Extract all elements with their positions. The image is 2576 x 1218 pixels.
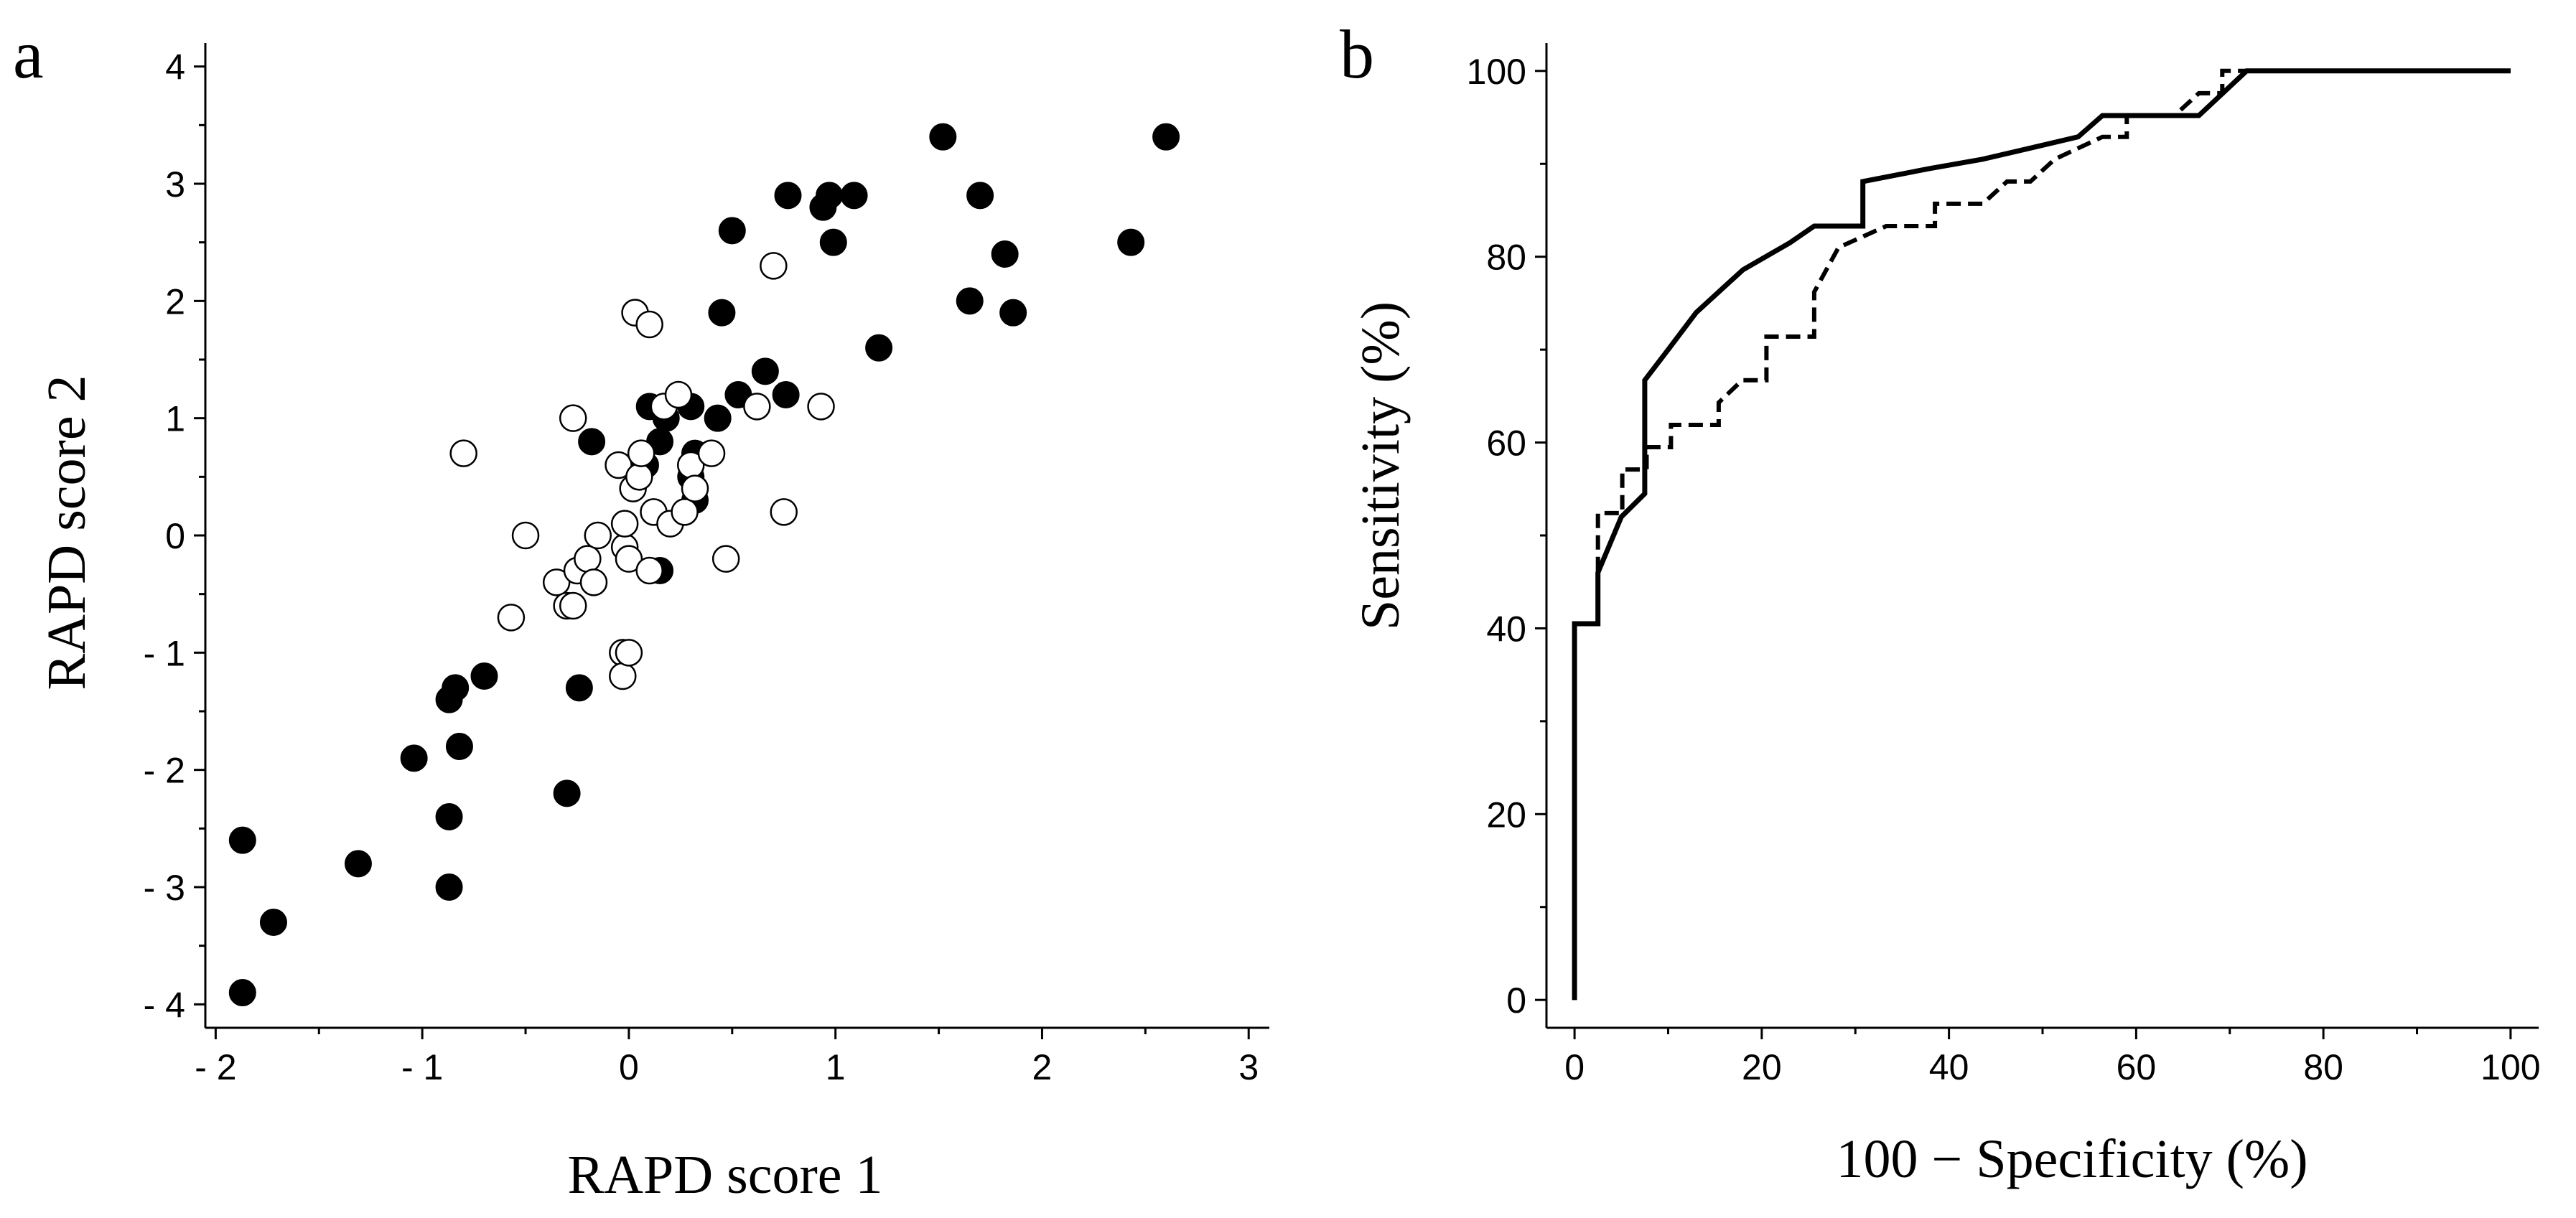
y-tick-label: 3 <box>165 164 185 205</box>
open-point <box>627 439 655 467</box>
x-tick-label: 1 <box>826 1047 846 1087</box>
x-tick-label: 80 <box>2303 1047 2343 1087</box>
open-point <box>605 451 633 479</box>
x-tick-label: - 1 <box>401 1047 443 1087</box>
filled-point <box>442 674 470 702</box>
open-point <box>697 439 726 467</box>
filled-point <box>751 357 779 385</box>
filled-point <box>578 428 606 456</box>
open-point <box>635 556 663 585</box>
filled-point <box>966 182 994 210</box>
filled-point <box>344 850 372 878</box>
x-tick-label: 0 <box>619 1047 639 1087</box>
y-tick-label: 20 <box>1486 795 1526 835</box>
x-tick-label: 100 <box>2481 1047 2540 1087</box>
open-point <box>760 252 788 280</box>
filled-point <box>774 182 802 210</box>
filled-point <box>816 182 844 210</box>
y-tick-label: 0 <box>165 516 185 556</box>
filled-point <box>929 123 957 151</box>
open-point <box>579 568 608 596</box>
filled-point <box>1117 228 1145 256</box>
filled-point <box>400 744 428 772</box>
open-point <box>625 463 653 491</box>
x-tick-label: 2 <box>1032 1047 1053 1087</box>
filled-point <box>470 662 498 690</box>
open-point <box>615 639 643 667</box>
open-point <box>743 393 771 421</box>
filled-point <box>840 182 868 210</box>
y-tick-label: - 2 <box>144 751 185 791</box>
solid-roc-line <box>1572 68 2511 1001</box>
filled-point <box>445 733 473 760</box>
y-tick-label: - 4 <box>144 985 185 1025</box>
filled-point <box>704 404 732 432</box>
y-tick-label: 2 <box>165 281 185 322</box>
y-tick-label: - 3 <box>144 868 185 908</box>
open-point <box>664 380 693 409</box>
filled-point <box>565 674 593 702</box>
open-point <box>559 404 587 432</box>
panel-letter: b <box>1340 16 1374 93</box>
x-tick-label: 0 <box>1564 1047 1585 1087</box>
x-tick-label: 20 <box>1742 1047 1782 1087</box>
filled-point <box>1152 123 1180 151</box>
filled-point <box>865 334 893 362</box>
open-point <box>671 498 699 526</box>
y-tick-label: 1 <box>165 399 185 439</box>
open-point <box>610 510 639 538</box>
open-point <box>609 662 637 690</box>
y-axis-title: RAPD score 2 <box>37 375 97 690</box>
dashed-roc-line <box>1572 68 2511 1001</box>
y-tick-label: 4 <box>165 47 185 88</box>
x-tick-label: 60 <box>2117 1047 2157 1087</box>
filled-point <box>819 228 847 256</box>
open-point <box>635 310 663 339</box>
open-point <box>584 521 612 550</box>
y-tick-label: 40 <box>1486 609 1526 649</box>
open-point <box>449 439 477 467</box>
open-point <box>711 545 740 573</box>
y-axis-title: Sensitivity (%) <box>1350 301 1411 630</box>
x-axis-title: RAPD score 1 <box>567 1145 882 1205</box>
filled-point <box>553 779 581 807</box>
open-point <box>681 474 709 502</box>
x-axis-title: 100 − Specificity (%) <box>1836 1129 2307 1189</box>
filled-point <box>435 873 463 901</box>
open-point <box>497 604 526 632</box>
y-tick-label: 80 <box>1486 238 1526 278</box>
filled-point <box>718 217 746 245</box>
x-tick-label: - 2 <box>195 1047 236 1087</box>
filled-point <box>991 240 1019 268</box>
y-tick-label: 60 <box>1486 423 1526 464</box>
roc-panel: b 0 20 40 60 80 100 0 20 40 60 80 100 100 − Specifici… <box>1340 16 2541 1189</box>
filled-point <box>435 803 463 830</box>
open-point <box>615 545 643 573</box>
open-point <box>559 591 587 620</box>
panel-letter: a <box>13 16 44 93</box>
open-point <box>770 498 798 526</box>
filled-point <box>772 381 800 408</box>
y-tick-label: 100 <box>1467 52 1526 92</box>
x-tick-label: 3 <box>1238 1047 1259 1087</box>
open-point <box>807 393 835 421</box>
open-point <box>542 568 571 596</box>
filled-point <box>259 909 287 936</box>
x-tick-label: 40 <box>1929 1047 1969 1087</box>
filled-point <box>708 299 736 327</box>
open-point <box>511 521 540 550</box>
scatter-panel: a - 2 - 1 0 1 2 3 - 4 - 3 - 2 - 1 0 1 2 3 4 RAPD score 1… <box>13 16 1269 1205</box>
filled-point <box>999 299 1027 327</box>
filled-point <box>228 826 256 854</box>
y-tick-label: 0 <box>1506 980 1526 1021</box>
filled-point <box>956 287 984 315</box>
y-tick-label: - 1 <box>144 633 185 673</box>
filled-point <box>228 979 256 1006</box>
open-point <box>574 545 602 573</box>
